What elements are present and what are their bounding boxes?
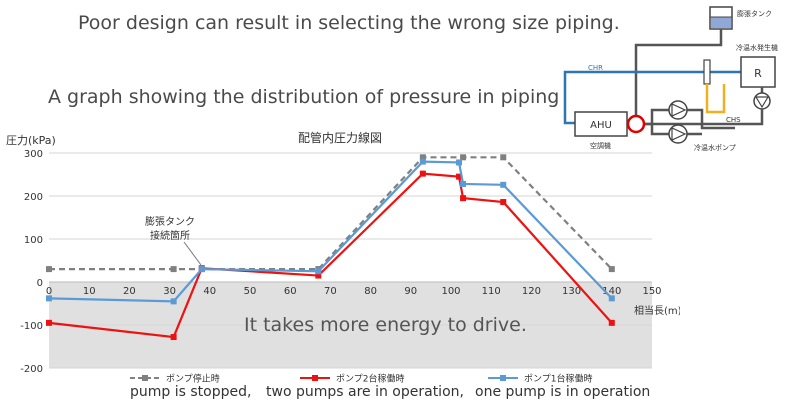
data-point: [46, 319, 52, 326]
annotation-line-1: 膨張タンク: [145, 215, 195, 228]
y-tick-label: 300: [24, 149, 43, 160]
data-point: [46, 266, 52, 273]
data-point: [198, 266, 205, 273]
data-point: [460, 154, 467, 161]
ahu-caption: 空調機: [590, 141, 611, 150]
data-point: [170, 334, 177, 341]
pump-caption: 冷温水ポンプ: [694, 143, 736, 152]
data-point: [419, 154, 426, 161]
chiller-symbol: R: [754, 67, 762, 80]
legend-entry: ポンプ停止時: [166, 373, 220, 385]
x-tick-label: 50: [244, 286, 257, 297]
y-tick-label: -100: [20, 321, 43, 332]
legend-marker: [312, 375, 318, 381]
ahu-label: AHU: [590, 120, 612, 131]
bypass-pipe: [705, 84, 726, 114]
x-tick-label: 110: [482, 286, 501, 297]
legend-marker: [500, 375, 506, 381]
piping-diagram: 膨張タンク CHR 冷温水発生機 R CHS 冷温水ポンプ AHU 空調機: [563, 6, 778, 152]
x-tick-label: 130: [562, 286, 581, 297]
data-point: [500, 154, 507, 161]
data-point: [500, 199, 507, 206]
caption-one-pump: one pump is in operation: [475, 384, 651, 400]
energy-note: It takes more energy to drive.: [244, 314, 527, 336]
x-tick-label: 0: [46, 286, 52, 297]
x-tick-label: 60: [284, 286, 297, 297]
y-tick-label: -200: [20, 364, 43, 375]
annotation-arrow: [183, 241, 202, 266]
x-tick-label: 120: [522, 286, 541, 297]
expansion-tank-fill: [711, 17, 731, 28]
x-tick-label: 20: [123, 286, 136, 297]
data-point: [170, 266, 177, 273]
data-point: [456, 159, 463, 166]
x-tick-label: 10: [83, 286, 96, 297]
legend-entry: ポンプ2台稼働時: [336, 373, 404, 385]
pump-2-icon: [668, 124, 688, 144]
chs-label: CHS: [726, 116, 741, 124]
y-tick-label: 200: [24, 192, 43, 203]
x-tick-label: 150: [642, 286, 661, 297]
y-tick-label: 100: [24, 235, 43, 246]
x-tick-label: 30: [163, 286, 176, 297]
x-tick-label: 70: [324, 286, 337, 297]
valve: [703, 59, 711, 85]
legend-entry: ポンプ1台稼働時: [524, 373, 592, 385]
series-line: [48, 160, 613, 303]
caption-two-pumps: two pumps are in operation,: [266, 384, 464, 400]
x-tick-label: 140: [602, 286, 621, 297]
chart-title: 配管内圧力線図: [298, 130, 382, 145]
connection-point-icon: [626, 114, 646, 134]
series-line: [49, 156, 613, 271]
y-tick-label: 0: [37, 278, 43, 289]
ahu-unit: [574, 111, 628, 137]
x-axis-label: 相当長(m): [634, 304, 680, 317]
chr-pipe: [563, 70, 741, 125]
data-point: [315, 268, 322, 275]
data-point: [460, 180, 467, 187]
chs-pipe: [645, 109, 764, 126]
data-point: [500, 181, 507, 188]
y-axis-label: 圧力(kPa): [6, 134, 56, 147]
data-point: [608, 295, 615, 302]
caption-pump-stopped: pump is stopped,: [130, 384, 252, 400]
data-point: [460, 195, 467, 202]
tank-label: 膨張タンク: [737, 9, 772, 18]
pump-1-icon: [668, 100, 688, 120]
legend-marker: [142, 375, 148, 381]
slide-subtitle: A graph showing the distribution of pres…: [48, 86, 560, 108]
x-tick-label: 40: [203, 286, 216, 297]
data-point: [315, 272, 322, 279]
chiller-label: 冷温水発生機: [736, 43, 778, 52]
tank-pipe: [634, 29, 723, 118]
x-tick-label: 100: [441, 286, 460, 297]
annotation-line-2: 接続箇所: [150, 229, 190, 242]
data-point: [456, 173, 463, 180]
chr-label: CHR: [588, 64, 603, 72]
x-tick-label: 90: [404, 286, 417, 297]
data-point: [419, 158, 426, 165]
data-point: [46, 295, 52, 302]
pressure-chart: -200 -100 0 100 200 300 0 10 20 30 40 50 60 70 80 90 100…: [6, 130, 680, 385]
data-point: [419, 170, 426, 177]
slide-title: Poor design can result in selecting the …: [78, 12, 620, 34]
data-point: [608, 319, 615, 326]
chiller-unit: [740, 56, 776, 88]
data-point: [170, 298, 177, 305]
x-tick-label: 80: [364, 286, 377, 297]
data-point: [608, 266, 615, 273]
